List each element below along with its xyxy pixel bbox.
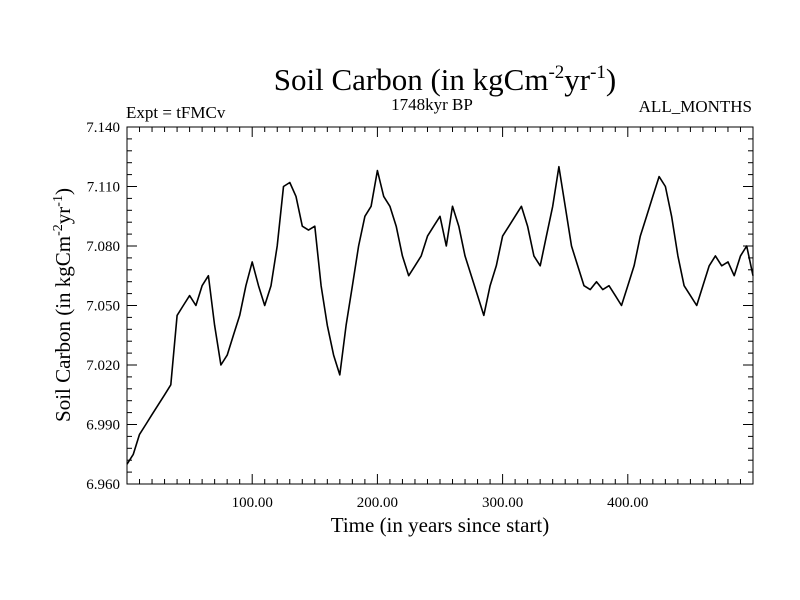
period-label: 1748kyr BP <box>391 95 473 114</box>
x-tick-label: 100.00 <box>232 495 273 511</box>
soil-carbon-series-line <box>126 165 754 465</box>
plot-area-frame <box>126 126 754 485</box>
x-tick-label: 300.00 <box>482 495 523 511</box>
x-tick-label: 400.00 <box>607 495 648 511</box>
y-tick-label: 7.050 <box>86 299 120 315</box>
y-tick-label: 6.960 <box>86 477 120 493</box>
y-tick-label: 7.080 <box>86 239 120 255</box>
x-tick-label: 200.00 <box>357 495 398 511</box>
y-axis-label: Soil Carbon (in kgCm-2yr-1) <box>51 188 75 422</box>
experiment-label: Expt = tFMCv <box>126 103 226 122</box>
y-tick-label: 7.110 <box>87 180 120 196</box>
y-tick-label: 7.020 <box>86 358 120 374</box>
x-axis: 100.00 200.00 300.00 400.00 <box>139 127 741 511</box>
x-axis-label: Time (in years since start) <box>331 513 550 537</box>
chart-title: Soil Carbon (in kgCm-2yr-1) <box>274 62 617 97</box>
y-tick-label: 7.140 <box>86 120 120 136</box>
y-axis: 6.960 6.990 7.020 7.050 7.080 7.110 7.140 <box>86 120 753 493</box>
months-label: ALL_MONTHS <box>639 97 752 116</box>
y-tick-label: 6.990 <box>86 418 120 434</box>
